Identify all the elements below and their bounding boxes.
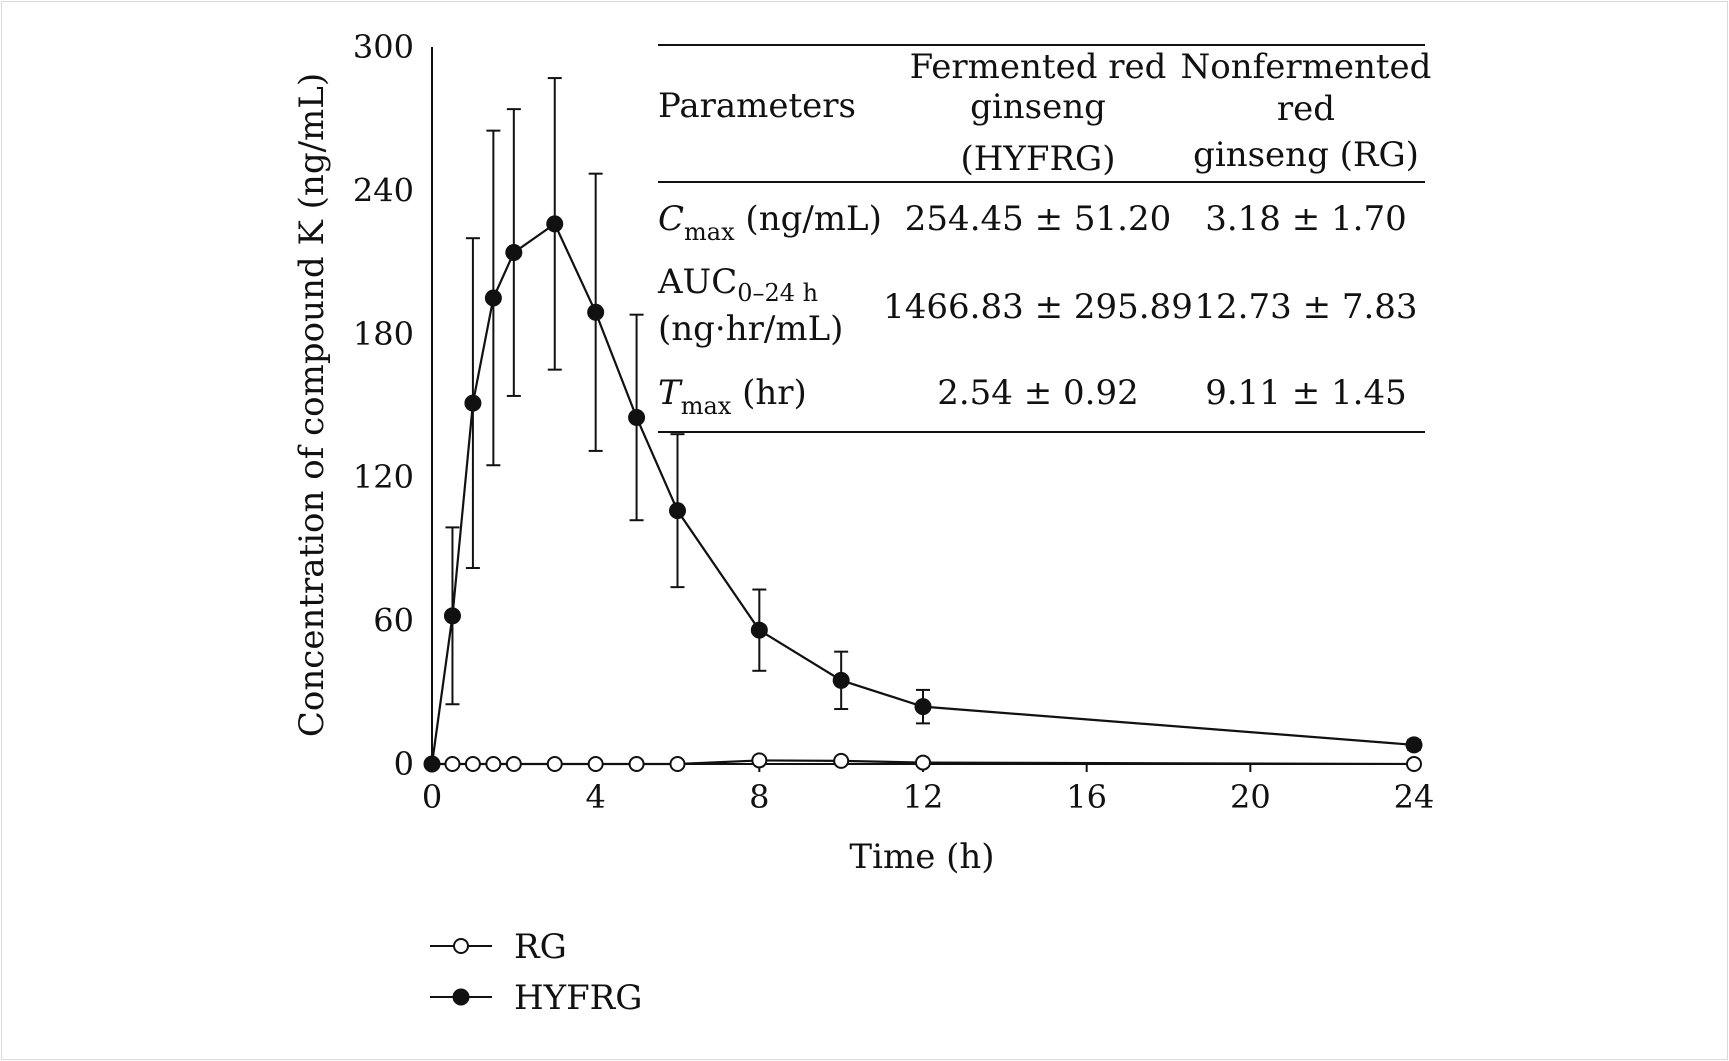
y-tick-label: 120 — [353, 458, 414, 496]
x-tick-label: 20 — [1230, 778, 1271, 816]
hyfrg-point — [484, 289, 502, 307]
hyfrg-point — [423, 755, 441, 773]
rg-point — [546, 756, 563, 772]
rg-point — [444, 756, 461, 772]
legend-item-rg: RG — [430, 927, 567, 967]
header-hyfrg-line2: ginseng — [970, 87, 1106, 127]
legend-hyfrg-label: HYFRG — [514, 978, 642, 1018]
rg-point — [505, 756, 522, 772]
rg-point — [464, 756, 481, 772]
legend-item-hyfrg: HYFRG — [430, 978, 642, 1018]
x-tick-label: 16 — [1066, 778, 1107, 816]
x-tick-label: 8 — [749, 778, 769, 816]
hyfrg-point — [443, 607, 461, 625]
y-axis-label: Concentration of compound K (ng/mL) — [292, 73, 332, 737]
series-rg — [424, 752, 1422, 772]
x-axis-label: Time (h) — [849, 837, 994, 877]
hyfrg-point — [669, 502, 686, 520]
y-tick-label: 60 — [373, 602, 414, 640]
row-auc-hyfrg: 1466.83 ± 295.89 — [883, 287, 1193, 327]
parameter-table: Parameters Fermented red ginseng (HYFRG)… — [657, 44, 1432, 433]
row-tmax-hyfrg: 2.54 ± 0.92 — [937, 373, 1139, 413]
row-auc-rg: 12.73 ± 7.83 — [1194, 287, 1417, 327]
rg-point — [915, 754, 931, 771]
rg-point — [587, 756, 604, 772]
hyfrg-point — [628, 408, 646, 426]
row-auc-label: AUC0–24 h — [657, 262, 818, 307]
row-cmax-label: Cmax (ng/mL) — [658, 199, 882, 246]
hyfrg-point — [832, 671, 850, 689]
hyfrg-point — [505, 244, 523, 262]
hyfrg-point — [587, 303, 605, 321]
header-rg-line1: Nonfermented — [1181, 47, 1432, 87]
x-tick-label: 24 — [1394, 778, 1435, 816]
row-cmax-hyfrg: 254.45 ± 51.20 — [905, 199, 1171, 239]
rg-point — [485, 756, 502, 772]
header-hyfrg-line1: Fermented red — [910, 47, 1167, 87]
hyfrg-point — [546, 215, 564, 233]
header-rg-line2: red — [1277, 89, 1335, 129]
rg-point — [1406, 756, 1422, 772]
rg-point — [833, 752, 850, 769]
legend-rg-marker — [453, 938, 469, 954]
x-tick-label: 12 — [903, 778, 944, 816]
row-tmax-label: Tmax (hr) — [658, 373, 807, 420]
row-auc-unit: (ng·hr/mL) — [658, 309, 843, 349]
legend-hyfrg-marker — [452, 988, 470, 1006]
header-hyfrg-line3: (HYFRG) — [961, 139, 1116, 179]
hyfrg-point — [750, 621, 768, 639]
x-tick-label: 4 — [585, 778, 605, 816]
y-ticks: 0 60 120 180 240 300 — [353, 28, 414, 783]
series-hyfrg — [423, 77, 1423, 773]
hyfrg-point — [1405, 736, 1423, 754]
y-tick-label: 240 — [353, 171, 414, 209]
y-tick-label: 300 — [353, 28, 414, 66]
x-tick-label: 0 — [422, 778, 442, 816]
header-parameters: Parameters — [658, 86, 856, 126]
y-tick-label: 0 — [394, 745, 414, 783]
rg-point — [751, 752, 768, 769]
row-cmax-rg: 3.18 ± 1.70 — [1205, 199, 1407, 239]
legend: RG HYFRG — [430, 927, 642, 1018]
hyfrg-point — [464, 394, 482, 412]
legend-rg-label: RG — [514, 927, 567, 967]
x-ticks: 0 4 8 12 16 20 24 — [422, 764, 1435, 816]
hyfrg-point — [914, 698, 932, 716]
header-rg-line3: ginseng (RG) — [1193, 135, 1419, 175]
row-tmax-rg: 9.11 ± 1.45 — [1205, 373, 1407, 413]
series-layer — [423, 77, 1423, 773]
y-tick-label: 180 — [353, 315, 414, 353]
rg-point — [628, 756, 645, 772]
rg-point — [669, 756, 686, 772]
